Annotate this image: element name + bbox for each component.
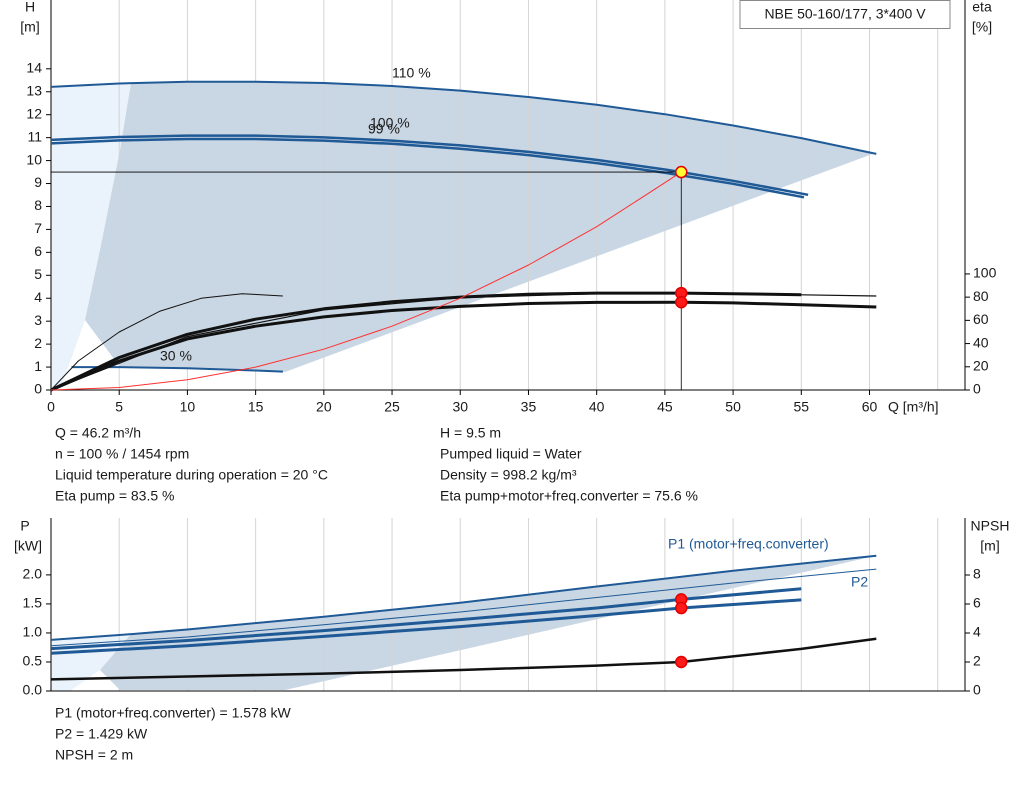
x-tick-label: 15 — [248, 399, 264, 415]
y-tick-label: 7 — [34, 220, 42, 236]
y2-axis-unit: [m] — [980, 538, 999, 554]
y-axis-label: P — [20, 518, 29, 534]
detail-text: P2 = 1.429 kW — [55, 726, 148, 742]
curve-label: 100 % — [370, 115, 410, 131]
x-tick-label: 20 — [316, 399, 332, 415]
y2-tick-label: 2 — [973, 653, 981, 669]
x-tick-label: 0 — [47, 399, 55, 415]
operating-point — [675, 296, 688, 309]
y2-tick-label: 80 — [973, 288, 989, 304]
y-axis-unit: [kW] — [14, 538, 42, 554]
y-tick-label: 9 — [34, 174, 42, 190]
y2-axis-label: eta — [972, 0, 992, 15]
y2-tick-label: 4 — [973, 624, 981, 640]
y-tick-label: 0.0 — [23, 682, 43, 698]
y2-tick-label: 20 — [973, 357, 989, 373]
range-area-light — [51, 83, 131, 390]
x-tick-label: 5 — [115, 399, 123, 415]
x-tick-label: 25 — [384, 399, 400, 415]
curve — [50, 554, 877, 641]
y-tick-label: 1.5 — [23, 595, 43, 611]
y-tick-label: 0 — [34, 381, 42, 397]
y-tick-label: 2 — [34, 335, 42, 351]
y2-tick-label: 6 — [973, 595, 981, 611]
curve — [50, 293, 283, 391]
chart-title: NBE 50-160/177, 3*400 V — [764, 6, 926, 22]
x-tick-label: 50 — [725, 399, 741, 415]
y-tick-label: 8 — [34, 197, 42, 213]
curve-label: 30 % — [160, 348, 192, 364]
operating-point — [675, 655, 688, 669]
detail-text: Density = 998.2 kg/m³ — [440, 467, 577, 483]
x-tick-label: 60 — [862, 399, 878, 415]
y2-tick-label: 60 — [973, 311, 989, 327]
y-tick-label: 14 — [26, 60, 42, 76]
detail-text: P1 (motor+freq.converter) = 1.578 kW — [55, 705, 292, 721]
y-tick-label: 3 — [34, 312, 42, 328]
y2-axis-label: NPSH — [971, 518, 1010, 534]
detail-text: Eta pump+motor+freq.converter = 75.6 % — [440, 488, 698, 504]
detail-text: NPSH = 2 m — [55, 747, 133, 763]
x-tick-label: 10 — [180, 399, 196, 415]
x-tick-label: 30 — [452, 399, 468, 415]
detail-text: Pumped liquid = Water — [440, 446, 582, 462]
operating-point — [675, 165, 688, 179]
y-tick-label: 12 — [26, 105, 42, 121]
y2-tick-label: 100 — [973, 265, 997, 281]
y-tick-label: 10 — [26, 151, 42, 167]
y-axis-unit: [m] — [20, 19, 39, 35]
curve — [50, 300, 877, 392]
y-tick-label: 6 — [34, 243, 42, 259]
y2-axis-unit: [%] — [972, 19, 992, 35]
curve — [50, 291, 802, 392]
curve-label: 99 % — [368, 121, 400, 137]
x-tick-label: 55 — [794, 399, 810, 415]
y-tick-label: 2.0 — [23, 566, 43, 582]
detail-text: n = 100 % / 1454 rpm — [55, 446, 189, 462]
y-tick-label: 11 — [27, 128, 42, 144]
y-tick-label: 13 — [26, 82, 42, 98]
x-tick-label: 45 — [657, 399, 673, 415]
detail-text: Q = 46.2 m³/h — [55, 425, 141, 441]
curve — [50, 80, 877, 155]
detail-text: Liquid temperature during operation = 20… — [55, 467, 328, 483]
title-box — [739, 0, 951, 29]
curve — [50, 171, 682, 391]
y-tick-label: 4 — [34, 289, 42, 305]
curve-label: P1 (motor+freq.converter) — [668, 536, 829, 552]
y-tick-label: 1 — [34, 358, 42, 374]
detail-text: H = 9.5 m — [440, 425, 501, 441]
curve-label: 110 % — [392, 65, 431, 81]
y2-tick-label: 8 — [973, 566, 981, 582]
x-tick-label: 35 — [521, 399, 537, 415]
y-tick-label: 0.5 — [23, 653, 43, 669]
detail-text: Eta pump = 83.5 % — [55, 488, 174, 504]
y2-tick-label: 40 — [973, 334, 989, 350]
operating-point — [675, 601, 688, 615]
x-tick-label: 40 — [589, 399, 605, 415]
curve — [50, 568, 877, 647]
y-axis-label: H — [25, 0, 35, 15]
curve-label: P2 — [851, 574, 868, 590]
details: Q = 46.2 m³/h n = 100 % / 1454 rpm Liqui… — [55, 425, 698, 763]
y2-tick-label: 0 — [973, 381, 981, 397]
range-area — [85, 81, 875, 372]
x-axis-label: Q [m³/h] — [888, 399, 939, 415]
y-tick-label: 1.0 — [23, 624, 43, 640]
curve — [50, 637, 877, 681]
y2-tick-label: 0 — [973, 682, 981, 698]
y-tick-label: 5 — [34, 266, 42, 282]
